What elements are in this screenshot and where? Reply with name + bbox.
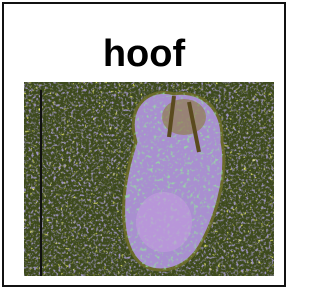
image-card[interactable]: hoof xyxy=(2,2,286,287)
hoof-light xyxy=(136,192,192,252)
card-title: hoof xyxy=(4,32,284,76)
hoof-image xyxy=(24,82,274,276)
